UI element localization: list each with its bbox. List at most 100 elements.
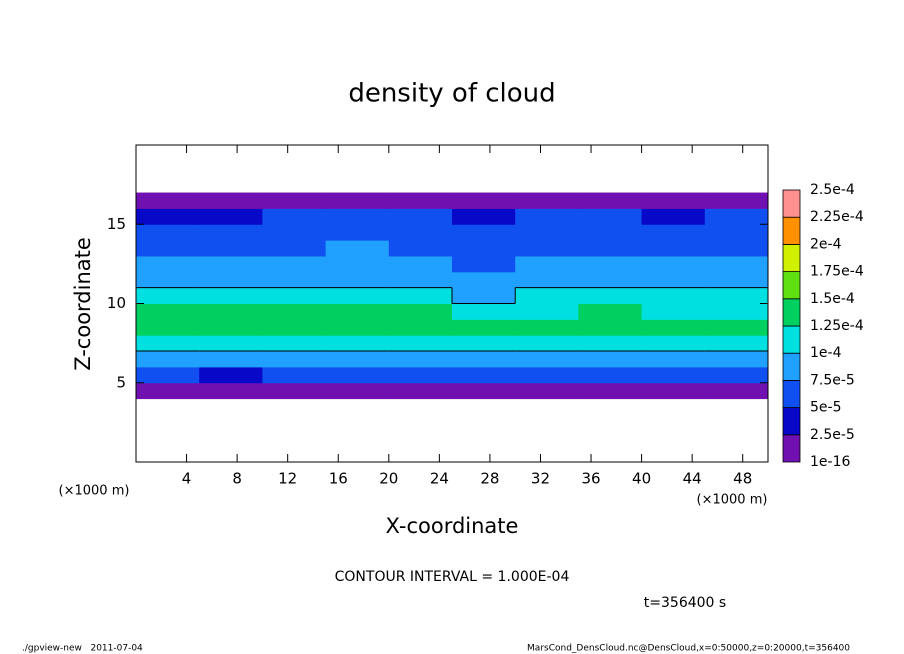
footer-left: ./gpview-new 2011-07-04 bbox=[22, 644, 143, 654]
y-tick-label: 5 bbox=[116, 373, 126, 391]
heat-cell bbox=[136, 366, 200, 384]
heat-cell bbox=[578, 208, 643, 225]
heat-cell bbox=[325, 240, 390, 257]
x-tick-label: 16 bbox=[329, 470, 348, 488]
heat-cell bbox=[704, 319, 769, 336]
heat-cell bbox=[326, 145, 390, 161]
heat-cell bbox=[515, 240, 579, 257]
colorbar-label: 1e-4 bbox=[810, 345, 842, 361]
heat-cell bbox=[199, 271, 263, 289]
heat-cell bbox=[389, 446, 453, 462]
colorbar-label: 7.5e-5 bbox=[810, 372, 855, 388]
colorbar-label: 1.5e-4 bbox=[810, 291, 855, 307]
heat-cell bbox=[262, 271, 327, 289]
heat-cell bbox=[641, 192, 706, 209]
heat-cell bbox=[262, 414, 326, 430]
heat-cell bbox=[136, 446, 200, 462]
heat-cell bbox=[578, 240, 643, 257]
heat-cell bbox=[136, 192, 200, 209]
heat-cell bbox=[389, 399, 453, 415]
heat-cell bbox=[515, 287, 579, 304]
heat-cell bbox=[199, 161, 263, 177]
heat-cell bbox=[199, 208, 263, 225]
heat-cell bbox=[136, 224, 200, 241]
heat-cell bbox=[136, 271, 200, 289]
heat-cell bbox=[452, 319, 516, 336]
heat-cell bbox=[388, 382, 453, 400]
heat-cell bbox=[325, 303, 390, 320]
heat-cell bbox=[325, 192, 390, 209]
heat-cell bbox=[136, 208, 200, 225]
heat-cell bbox=[389, 161, 453, 177]
heat-cell bbox=[515, 319, 579, 336]
heat-cell bbox=[452, 224, 516, 241]
heat-cell bbox=[515, 208, 579, 225]
heat-cell bbox=[642, 430, 706, 446]
colorbar-box bbox=[782, 216, 801, 245]
heat-cell bbox=[136, 161, 200, 177]
heat-cell bbox=[136, 240, 200, 257]
heat-cell bbox=[515, 335, 579, 352]
heat-cell bbox=[262, 224, 327, 241]
heat-cell bbox=[578, 351, 643, 368]
heat-cell bbox=[262, 208, 327, 225]
heat-cell bbox=[262, 335, 327, 352]
heat-cell bbox=[262, 351, 327, 368]
heat-cell bbox=[578, 366, 643, 384]
x-tick-label: 36 bbox=[581, 470, 600, 488]
x-unit-label: (×1000 m) bbox=[59, 484, 130, 499]
heat-cell bbox=[515, 430, 579, 446]
heat-cell bbox=[641, 335, 706, 352]
heat-cell bbox=[199, 351, 263, 368]
heat-cell bbox=[705, 414, 769, 430]
heat-cell bbox=[452, 192, 516, 209]
heat-cell bbox=[704, 271, 769, 289]
heat-cell bbox=[642, 161, 706, 177]
heat-cell bbox=[641, 366, 706, 384]
heat-cell bbox=[578, 255, 643, 273]
heat-cell bbox=[641, 208, 706, 225]
heat-cell bbox=[641, 224, 706, 241]
heat-cell bbox=[199, 335, 263, 352]
heat-cell bbox=[136, 399, 200, 415]
x-tick-label: 40 bbox=[632, 470, 651, 488]
heat-cell bbox=[704, 351, 769, 368]
colorbar-box bbox=[782, 407, 801, 436]
heat-cell bbox=[199, 192, 263, 209]
heat-cell bbox=[388, 366, 453, 384]
heat-cell bbox=[452, 414, 516, 430]
heat-cell bbox=[325, 319, 390, 336]
heat-cell bbox=[452, 145, 516, 161]
heat-cell bbox=[515, 366, 579, 384]
colorbar-box bbox=[782, 325, 801, 354]
colorbar-box bbox=[782, 243, 801, 272]
x-axis-label: X-coordinate bbox=[386, 514, 519, 538]
heat-cell bbox=[389, 177, 453, 193]
heat-cell bbox=[452, 382, 516, 400]
heat-cell bbox=[452, 366, 516, 384]
heat-cell bbox=[578, 414, 642, 430]
heat-cell bbox=[199, 319, 263, 336]
heat-cell bbox=[452, 161, 516, 177]
heat-cell bbox=[262, 399, 326, 415]
heat-cell bbox=[452, 240, 516, 257]
heat-cell bbox=[452, 430, 516, 446]
heat-cell bbox=[389, 430, 453, 446]
heat-cell bbox=[325, 366, 390, 384]
x-tick-label: 8 bbox=[232, 470, 242, 488]
heat-cell bbox=[641, 351, 706, 368]
heat-cell bbox=[705, 399, 769, 415]
heat-cell bbox=[704, 303, 769, 320]
heat-cell bbox=[262, 255, 327, 273]
y-tick-label: 10 bbox=[107, 294, 126, 312]
heat-cell bbox=[388, 303, 453, 320]
heat-cell bbox=[136, 287, 200, 304]
heat-cell bbox=[388, 287, 453, 304]
heat-cell bbox=[199, 430, 263, 446]
heat-cell bbox=[515, 351, 579, 368]
heat-cell bbox=[704, 224, 769, 241]
heat-cell bbox=[578, 430, 642, 446]
heat-cell bbox=[641, 271, 706, 289]
heat-cell bbox=[578, 382, 643, 400]
heat-cell bbox=[515, 255, 579, 273]
